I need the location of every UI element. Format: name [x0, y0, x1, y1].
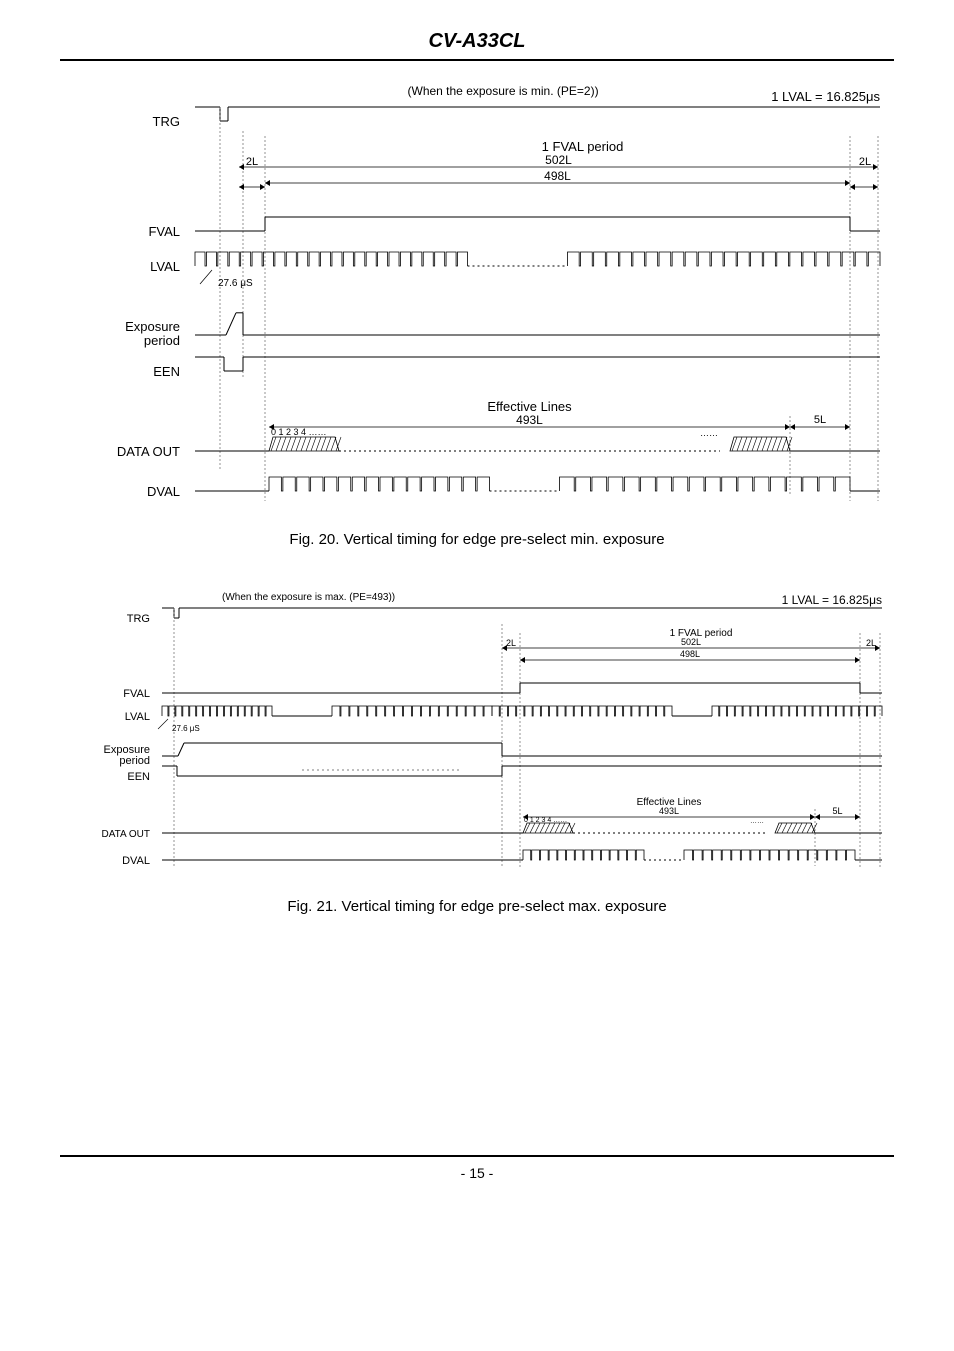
svg-text:1 LVAL = 16.825μs: 1 LVAL = 16.825μs: [771, 89, 880, 104]
figure-20: (When the exposure is min. (PE=2)) 1 LVAL…: [60, 81, 894, 548]
timing-diagram-min: (When the exposure is min. (PE=2)) 1 LVAL…: [60, 81, 890, 521]
svg-text:Exposure: Exposure: [125, 319, 180, 334]
svg-text:FVAL: FVAL: [148, 224, 180, 239]
svg-text:(When the exposure is max. (PE: (When the exposure is max. (PE=493)): [222, 592, 395, 603]
svg-text:DATA OUT: DATA OUT: [117, 444, 180, 459]
svg-text:period: period: [119, 755, 150, 767]
svg-text:DVAL: DVAL: [147, 484, 180, 499]
svg-text:493L: 493L: [659, 806, 679, 816]
svg-text:TRG: TRG: [153, 114, 180, 129]
svg-text:1 LVAL = 16.825μs: 1 LVAL = 16.825μs: [782, 593, 882, 607]
fig20-caption: Fig. 20. Vertical timing for edge pre-se…: [60, 531, 894, 548]
svg-text:(When the exposure is min. (PE: (When the exposure is min. (PE=2)): [408, 84, 599, 98]
svg-text:498L: 498L: [680, 649, 700, 659]
svg-text:EEN: EEN: [127, 771, 150, 783]
timing-diagram-max: (When the exposure is max. (PE=493)) 1 LV…: [60, 588, 890, 888]
svg-text:5L: 5L: [832, 806, 842, 816]
svg-text:DATA OUT: DATA OUT: [101, 829, 150, 840]
svg-text:TRG: TRG: [127, 613, 150, 625]
svg-text:LVAL: LVAL: [150, 259, 180, 274]
page-footer: - 15 -: [60, 1155, 894, 1181]
svg-text:2L: 2L: [859, 156, 871, 168]
svg-text:period: period: [144, 333, 180, 348]
svg-text:EEN: EEN: [153, 364, 180, 379]
fig21-caption: Fig. 21. Vertical timing for edge pre-se…: [60, 898, 894, 915]
header-title: CV-A33CL: [428, 30, 525, 52]
svg-text:FVAL: FVAL: [123, 688, 150, 700]
svg-text:493L: 493L: [516, 413, 543, 427]
figure-21: (When the exposure is max. (PE=493)) 1 LV…: [60, 588, 894, 915]
svg-text:502L: 502L: [681, 637, 701, 647]
svg-text:LVAL: LVAL: [125, 711, 150, 723]
svg-text:DVAL: DVAL: [122, 855, 150, 867]
svg-text:27.6 μS: 27.6 μS: [172, 724, 200, 733]
svg-text:27.6 μS: 27.6 μS: [218, 278, 253, 289]
svg-text:1 FVAL period: 1 FVAL period: [542, 139, 624, 154]
svg-text:5L: 5L: [814, 414, 826, 426]
svg-text:498L: 498L: [544, 169, 571, 183]
svg-text:2L: 2L: [866, 638, 876, 648]
svg-text:……: ……: [700, 428, 718, 438]
svg-text:Effective Lines: Effective Lines: [487, 399, 572, 414]
svg-text:502L: 502L: [545, 153, 572, 167]
page-number: - 15 -: [461, 1165, 494, 1181]
svg-text:2L: 2L: [506, 638, 516, 648]
svg-text:0 1 2 3 4 ……: 0 1 2 3 4 ……: [271, 427, 327, 437]
page-header: CV-A33CL: [60, 30, 894, 61]
svg-text:2L: 2L: [246, 156, 258, 168]
svg-text:……: ……: [750, 818, 764, 825]
